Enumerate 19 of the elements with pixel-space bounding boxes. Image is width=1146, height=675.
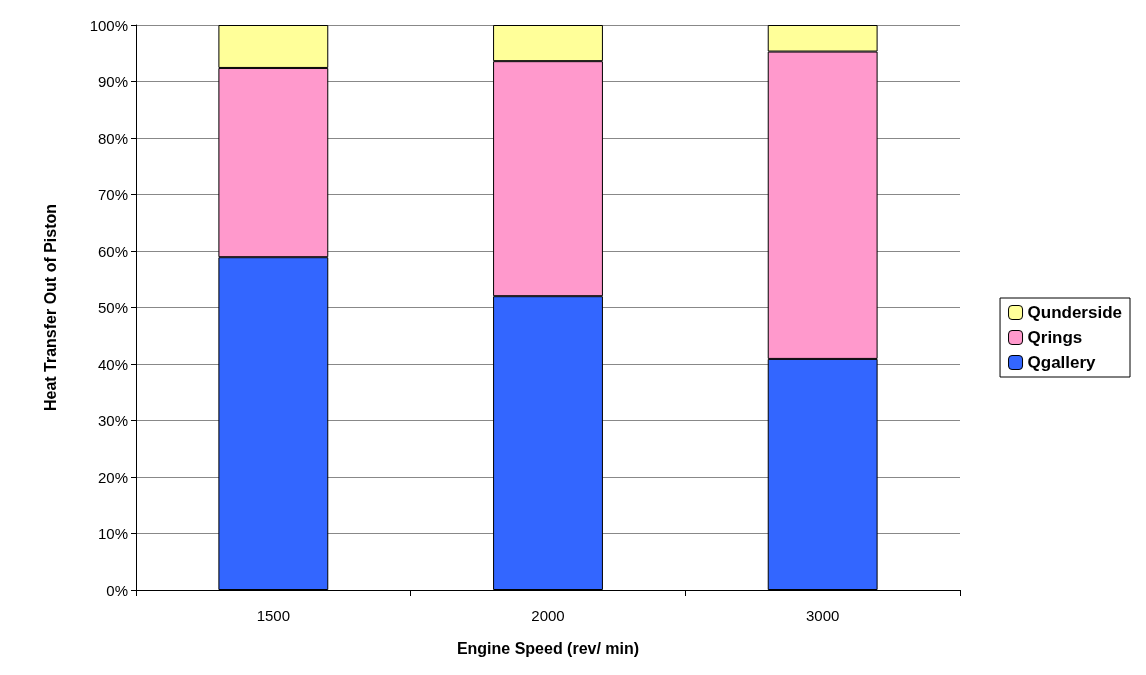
y-tick-label: 90% [97,73,128,90]
y-tick-label: 50% [97,299,128,316]
legend-label: Qrings [1027,328,1083,347]
legend-label: Qgallery [1027,353,1097,372]
y-tick-label: 10% [97,525,128,542]
y-tick-label: 80% [97,129,128,147]
x-axis-title: Engine Speed (rev/ min) [456,639,640,657]
x-tick-label: 3000 [805,607,840,624]
y-tick-label: 100% [89,16,128,34]
y-tick-label: 60% [97,242,128,260]
y-tick-label: 40% [97,355,128,373]
y-tick-label: 20% [97,468,128,486]
y-tick-label: 0% [106,581,128,599]
y-tick-label: 70% [97,186,128,203]
y-axis-title: Heat Transfer Out of Piston [41,203,59,412]
y-tick-label: 30% [97,412,128,429]
legend-label: Qunderside [1027,303,1123,322]
x-tick-label: 1500 [256,607,291,624]
x-tick-label: 2000 [531,607,565,624]
